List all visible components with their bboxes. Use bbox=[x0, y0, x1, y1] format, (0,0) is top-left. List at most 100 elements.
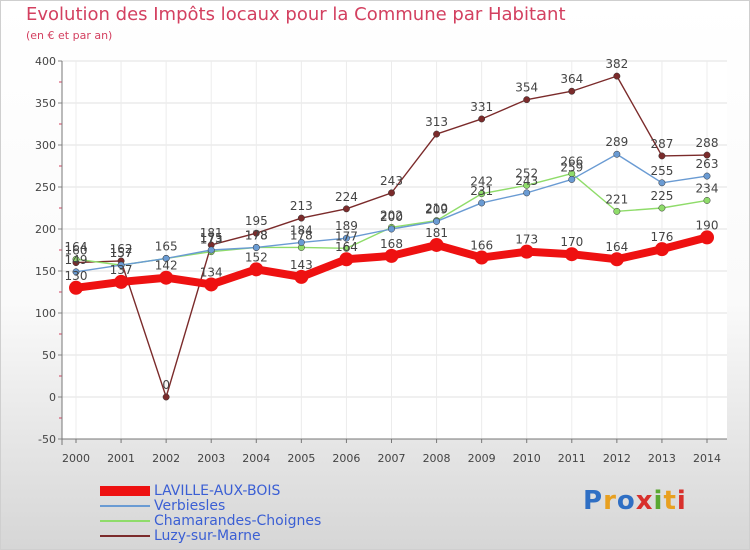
data-label: 176 bbox=[650, 230, 673, 244]
data-label: 157 bbox=[110, 246, 133, 260]
y-tick-label: 50 bbox=[42, 349, 56, 362]
data-label: 157 bbox=[110, 246, 133, 260]
data-label: 382 bbox=[605, 57, 628, 71]
logo-letter: r bbox=[603, 486, 617, 516]
proxiti-logo: Proxiti bbox=[583, 486, 687, 516]
data-point bbox=[613, 150, 621, 158]
data-label: 224 bbox=[335, 190, 358, 204]
data-point bbox=[384, 248, 399, 263]
data-point bbox=[703, 172, 711, 180]
data-label: 149 bbox=[65, 253, 88, 267]
data-point bbox=[162, 254, 170, 262]
legend-label: LAVILLE-AUX-BOIS bbox=[154, 483, 281, 499]
data-point bbox=[700, 230, 714, 245]
x-tick-label: 2014 bbox=[693, 452, 721, 465]
data-label: 164 bbox=[605, 240, 628, 254]
data-label: 242 bbox=[470, 175, 493, 189]
data-label: 243 bbox=[515, 174, 538, 188]
data-point bbox=[433, 130, 441, 138]
data-label: 168 bbox=[380, 237, 403, 251]
y-tick-label: 100 bbox=[35, 307, 56, 320]
data-label: 178 bbox=[290, 228, 313, 242]
x-tick-label: 2002 bbox=[152, 452, 180, 465]
data-point bbox=[478, 190, 486, 198]
data-label: 166 bbox=[470, 239, 493, 253]
logo-letter: o bbox=[616, 486, 636, 516]
data-label: 225 bbox=[650, 189, 673, 203]
data-label: 173 bbox=[515, 233, 538, 247]
data-label: 195 bbox=[245, 214, 268, 228]
data-label: 137 bbox=[110, 263, 133, 277]
x-tick-label: 2003 bbox=[197, 452, 225, 465]
logo-letter: P bbox=[583, 486, 604, 516]
data-point bbox=[72, 268, 80, 276]
data-label: 173 bbox=[200, 233, 223, 247]
data-label: 234 bbox=[696, 181, 719, 195]
data-label: 200 bbox=[380, 210, 403, 224]
data-label: 190 bbox=[696, 218, 719, 232]
data-label: 288 bbox=[696, 136, 719, 150]
data-point bbox=[297, 238, 305, 246]
data-label: 177 bbox=[335, 229, 358, 243]
data-label: 164 bbox=[65, 240, 88, 254]
data-label: 252 bbox=[515, 166, 538, 180]
data-point bbox=[658, 204, 666, 212]
data-label: 289 bbox=[605, 135, 628, 149]
data-point bbox=[609, 252, 624, 267]
data-point bbox=[568, 87, 576, 95]
data-label: 134 bbox=[200, 265, 223, 279]
data-label: 181 bbox=[425, 226, 448, 240]
x-tick-label: 2006 bbox=[332, 452, 360, 465]
x-tick-label: 2004 bbox=[242, 452, 270, 465]
data-point bbox=[523, 189, 531, 197]
x-tick-label: 2001 bbox=[107, 452, 135, 465]
data-label: 170 bbox=[560, 235, 583, 249]
x-tick-label: 2010 bbox=[513, 452, 541, 465]
data-point bbox=[568, 175, 576, 183]
data-label: 189 bbox=[335, 219, 358, 233]
x-tick-label: 2012 bbox=[603, 452, 631, 465]
data-point bbox=[159, 270, 174, 285]
data-point bbox=[114, 274, 129, 289]
y-tick-label: 0 bbox=[49, 391, 56, 404]
data-point bbox=[613, 72, 621, 80]
y-tick-label: 200 bbox=[35, 223, 56, 236]
data-point bbox=[294, 269, 309, 284]
legend-label: Chamarandes-Choignes bbox=[154, 513, 322, 529]
data-label: 178 bbox=[245, 228, 268, 242]
data-label: 178 bbox=[245, 228, 268, 242]
data-point bbox=[252, 229, 260, 237]
data-label: 221 bbox=[605, 192, 628, 206]
data-label: 364 bbox=[560, 72, 583, 86]
data-label: 143 bbox=[290, 258, 313, 272]
y-tick-label: 350 bbox=[35, 97, 56, 110]
data-label: 255 bbox=[650, 164, 673, 178]
x-tick-label: 2007 bbox=[378, 452, 406, 465]
data-point bbox=[339, 252, 354, 267]
x-tick-label: 2000 bbox=[62, 452, 90, 465]
y-tick-label: 150 bbox=[35, 265, 56, 278]
data-label: 331 bbox=[470, 100, 493, 114]
data-point bbox=[523, 96, 531, 104]
data-point bbox=[474, 250, 489, 265]
data-point bbox=[519, 244, 534, 259]
data-point bbox=[703, 151, 711, 159]
logo-letter: x bbox=[635, 486, 654, 516]
data-label: 184 bbox=[290, 223, 313, 237]
data-label: 210 bbox=[425, 202, 448, 216]
data-point bbox=[204, 277, 219, 292]
y-tick-label: -50 bbox=[38, 433, 56, 446]
data-point bbox=[342, 205, 350, 213]
data-label: 164 bbox=[335, 240, 358, 254]
legend-swatch bbox=[100, 505, 150, 507]
data-point bbox=[207, 246, 215, 254]
data-label: 0 bbox=[162, 378, 170, 392]
data-label: 354 bbox=[515, 81, 538, 95]
data-label: 259 bbox=[560, 160, 583, 174]
logo-letter: t bbox=[663, 486, 677, 516]
data-label: 209 bbox=[425, 202, 448, 216]
data-label: 266 bbox=[560, 155, 583, 169]
data-point bbox=[388, 225, 395, 233]
data-point bbox=[117, 261, 125, 269]
